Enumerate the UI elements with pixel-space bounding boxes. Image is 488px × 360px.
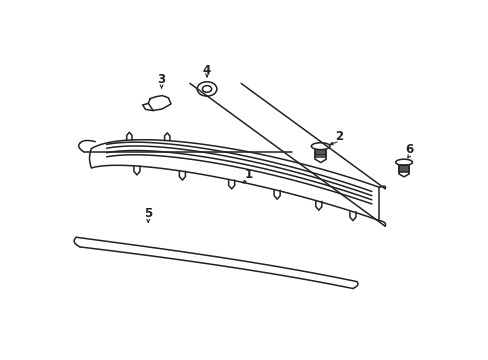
Text: 6: 6 xyxy=(405,143,413,157)
Text: 4: 4 xyxy=(203,64,211,77)
Text: 2: 2 xyxy=(335,130,343,143)
Text: 5: 5 xyxy=(144,207,152,220)
Text: 3: 3 xyxy=(157,73,165,86)
Text: 1: 1 xyxy=(244,168,252,181)
